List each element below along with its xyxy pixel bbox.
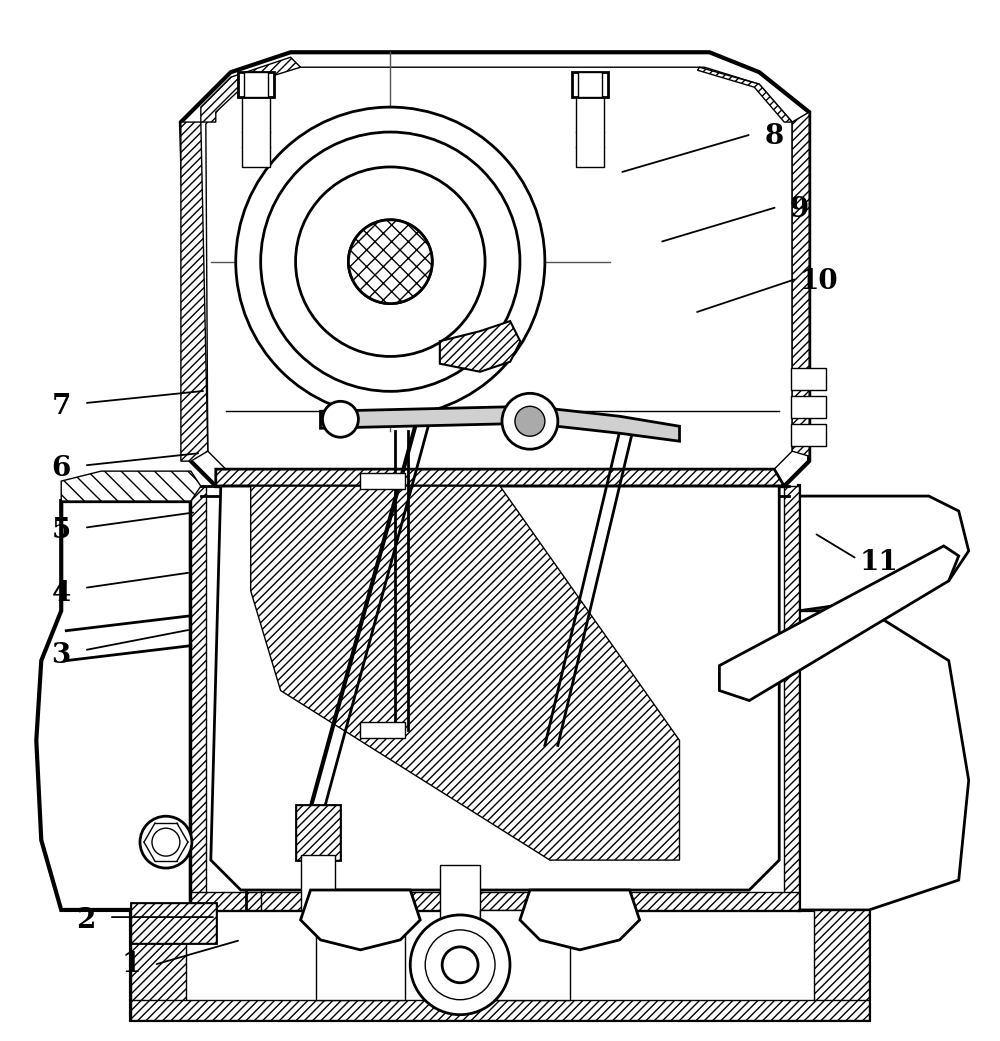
Bar	[191, 486, 206, 910]
Bar	[131, 910, 186, 1020]
Text: 5: 5	[52, 517, 71, 544]
Polygon shape	[181, 122, 208, 461]
Polygon shape	[251, 486, 680, 860]
Polygon shape	[36, 501, 191, 910]
Circle shape	[152, 829, 180, 856]
Circle shape	[515, 406, 545, 436]
Polygon shape	[206, 68, 792, 469]
Polygon shape	[520, 890, 640, 949]
Bar	[791, 397, 826, 418]
Polygon shape	[131, 910, 869, 1020]
Polygon shape	[719, 545, 959, 701]
Bar	[316, 910, 405, 999]
Circle shape	[502, 393, 558, 449]
Bar	[131, 903, 216, 943]
Text: 3: 3	[52, 642, 71, 669]
Circle shape	[410, 915, 510, 1015]
Bar	[576, 97, 604, 167]
Text: 1: 1	[121, 951, 141, 979]
Bar	[791, 369, 826, 390]
Text: 2: 2	[76, 907, 96, 934]
Bar	[578, 72, 602, 97]
Text: 7: 7	[52, 392, 71, 420]
Bar	[131, 903, 216, 943]
Circle shape	[348, 220, 432, 304]
Polygon shape	[61, 472, 201, 501]
Text: 10: 10	[800, 269, 838, 296]
Circle shape	[236, 107, 545, 416]
Polygon shape	[440, 322, 520, 372]
Bar	[242, 97, 270, 167]
Bar	[814, 910, 869, 1020]
Text: 8: 8	[765, 123, 784, 150]
Circle shape	[140, 816, 192, 868]
Circle shape	[296, 167, 485, 356]
Polygon shape	[216, 469, 784, 486]
Bar	[191, 892, 799, 910]
Bar	[301, 855, 335, 910]
Bar	[360, 722, 405, 738]
Polygon shape	[799, 611, 969, 910]
Bar	[296, 806, 340, 860]
Polygon shape	[697, 68, 792, 122]
Bar	[784, 486, 799, 910]
Polygon shape	[440, 322, 520, 372]
Polygon shape	[201, 57, 301, 122]
Polygon shape	[211, 486, 779, 890]
Bar	[480, 910, 570, 999]
Text: 9: 9	[790, 196, 809, 223]
Polygon shape	[320, 406, 680, 441]
Bar	[791, 425, 826, 447]
Polygon shape	[301, 890, 420, 949]
Bar	[440, 865, 480, 965]
Polygon shape	[181, 52, 809, 486]
Bar	[296, 806, 340, 860]
Circle shape	[348, 220, 432, 304]
Text: 11: 11	[860, 549, 898, 576]
Bar	[244, 72, 268, 97]
Circle shape	[425, 930, 495, 999]
Polygon shape	[799, 497, 969, 611]
Polygon shape	[792, 112, 809, 456]
Bar	[360, 473, 405, 489]
Text: 4: 4	[52, 580, 71, 607]
Text: 6: 6	[52, 455, 71, 482]
Bar	[238, 72, 274, 97]
Bar	[572, 72, 608, 97]
Bar	[131, 999, 869, 1020]
Circle shape	[261, 132, 520, 391]
Circle shape	[442, 947, 478, 983]
Circle shape	[322, 402, 358, 437]
